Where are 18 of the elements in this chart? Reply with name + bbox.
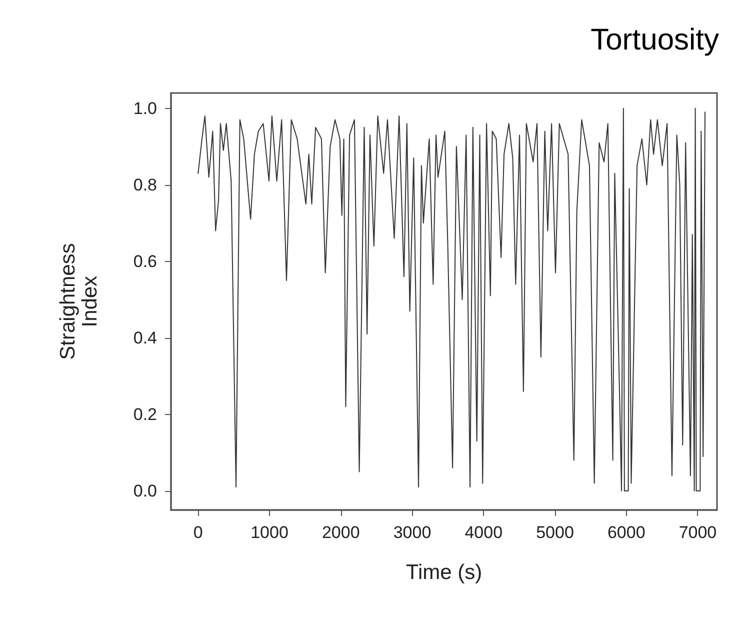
x-tick-label: 2000 (322, 523, 360, 542)
y-tick-label: 0.2 (133, 404, 157, 424)
line-series (198, 108, 706, 492)
y-tick-label: 0.4 (133, 328, 157, 348)
y-tick-label: 1.0 (133, 98, 157, 118)
x-tick-label: 0 (193, 523, 203, 542)
x-tick-label: 3000 (393, 523, 432, 542)
y-tick-label: 0.6 (133, 252, 157, 271)
x-tick-label: 6000 (607, 523, 646, 542)
y-tick-label: 0.8 (133, 175, 157, 194)
x-tick-label: 4000 (464, 523, 503, 542)
y-axis-title: Straightness Index (56, 243, 102, 360)
x-axis-title: Time (s) (406, 561, 482, 584)
x-tick-label: 1000 (250, 523, 288, 542)
x-tick-label: 7000 (678, 523, 717, 542)
x-tick-label: 5000 (536, 523, 574, 542)
chart-title: Tortuosity (590, 24, 720, 56)
y-tick-label: 0.0 (133, 481, 157, 500)
